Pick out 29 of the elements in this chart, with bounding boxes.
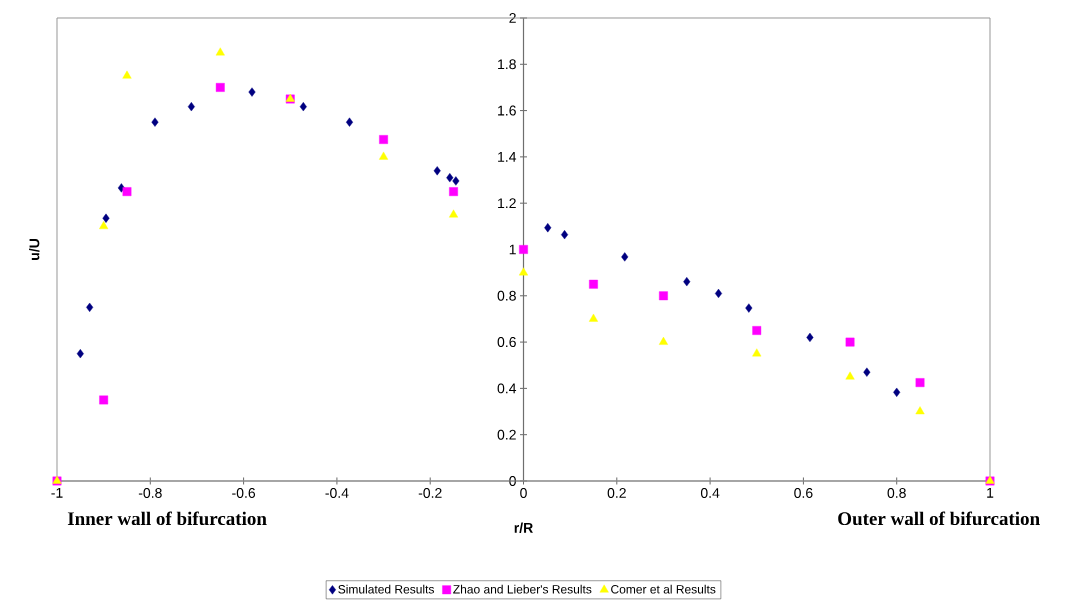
y-tick-label: 1: [509, 244, 516, 255]
y-tick-label: 1.2: [498, 198, 516, 209]
y-tick-label: 0.6: [497, 337, 516, 348]
y-tick-label: 0.8: [497, 290, 516, 301]
x-tick-label: -0.2: [418, 488, 442, 498]
x-tick-label: 0.6: [794, 488, 813, 498]
y-tick-label: 1.8: [498, 59, 516, 70]
y-axis-title: u/U: [29, 239, 40, 260]
legend-label: Simulated Results: [338, 584, 434, 594]
x-tick-label: -1: [51, 488, 63, 498]
x-tick-label: 0.2: [607, 488, 626, 498]
y-tick-label: 0.4: [497, 383, 517, 394]
y-tick-label: 1.4: [498, 152, 517, 162]
x-axis-title: r/R: [514, 522, 533, 533]
x-tick-label: 1: [987, 488, 994, 498]
x-tick-label: 0.8: [887, 488, 906, 498]
x-tick-label: -0.8: [138, 488, 162, 498]
x-tick-label: -0.4: [325, 488, 349, 498]
text: Inner wall of bifurcation: [67, 511, 267, 526]
y-tick-label: 0: [509, 476, 516, 486]
legend-label: Zhao and Lieber's Results: [453, 584, 592, 594]
text: Outer wall of bifurcation: [838, 511, 1040, 526]
y-tick-label: 0.2: [497, 429, 516, 440]
legend-label: Comer et al Results: [611, 584, 716, 594]
y-tick-label: 1.6: [498, 105, 516, 116]
y-tick-label: 2: [509, 13, 516, 23]
x-tick-label: 0.4: [700, 488, 720, 498]
x-tick-label: 0: [520, 488, 527, 498]
x-tick-label: -0.6: [232, 488, 256, 498]
